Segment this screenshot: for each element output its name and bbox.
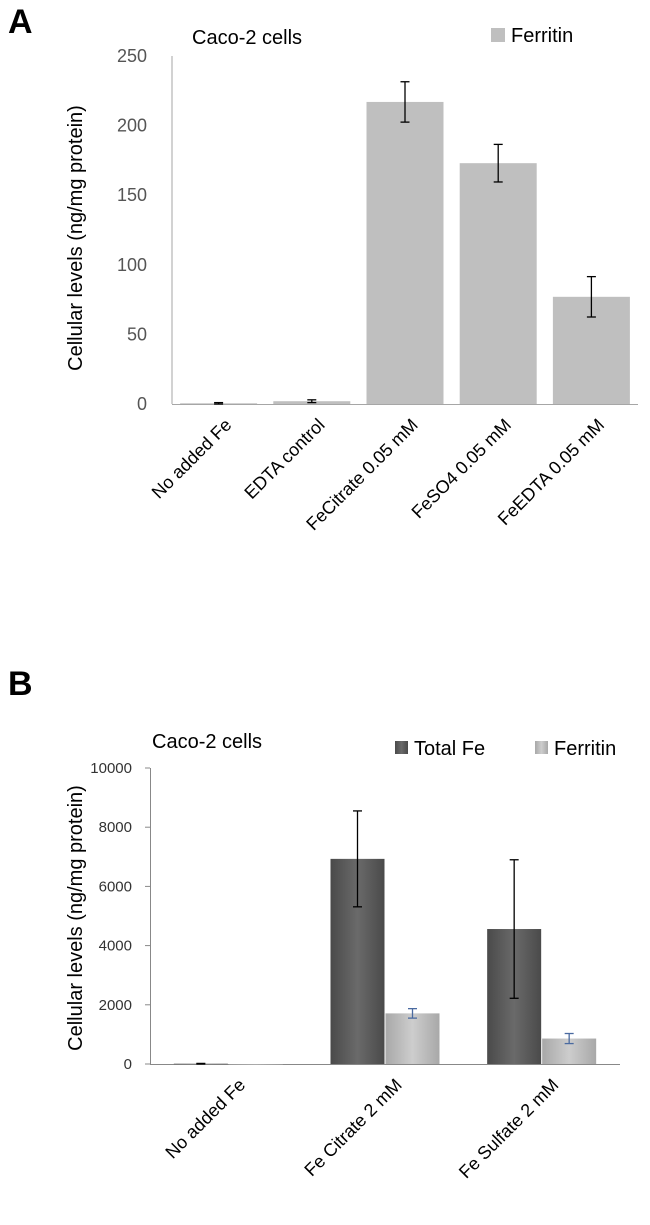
chart-a-bar-2	[366, 101, 444, 404]
chart-a-ylabel: Cellular levels (ng/mg protein)	[65, 105, 87, 371]
legend-b-totalfe-label: Total Fe	[414, 738, 485, 760]
chart-b-bar-1-0	[228, 1064, 283, 1065]
legend-b-ferritin-label: Ferritin	[554, 738, 616, 760]
chart-b-xtick-2: Fe Sulfate 2 mM	[455, 1075, 563, 1183]
chart-b-errorbar-0-1	[353, 810, 362, 908]
chart-b-xtick-0: No added Fe	[161, 1075, 249, 1163]
chart-a-ytick-250: 250	[117, 46, 147, 66]
chart-b-errorbar-0-2	[509, 859, 519, 999]
legend-b-ferritin-swatch	[535, 741, 548, 754]
chart-a-errorbar-0	[214, 401, 224, 405]
chart-b-ytick-0: 0	[124, 1056, 132, 1073]
chart-b-ylabel: Cellular levels (ng/mg protein)	[65, 785, 87, 1051]
chart-a-ytick-100: 100	[117, 255, 147, 275]
chart-a-ytick-200: 200	[117, 116, 147, 136]
chart-a-ytick-150: 150	[117, 185, 147, 205]
chart-b-ytick-8000: 8000	[99, 819, 132, 836]
chart-a: A Caco-2 cells Ferritin Cellular levels …	[8, 3, 638, 534]
legend-a-ferritin-swatch	[491, 28, 505, 42]
chart-a-ytick-0: 0	[137, 394, 147, 414]
chart-b-errorbar-1-1	[408, 1007, 417, 1019]
chart-a-errorbar-2	[400, 81, 410, 123]
chart-a-ytick-50: 50	[127, 324, 147, 344]
chart-a-bar-3	[459, 163, 537, 404]
chart-b-bar-1-1	[385, 1013, 440, 1064]
legend-b-totalfe-swatch	[395, 741, 408, 754]
chart-b-ytick-6000: 6000	[99, 878, 132, 895]
chart-b-xtick-1: Fe Citrate 2 mM	[300, 1075, 405, 1180]
chart-a-xtick-0: No added Fe	[148, 415, 236, 503]
legend-a-ferritin-label: Ferritin	[511, 25, 573, 47]
chart-a-xtick-3: FeSO4 0.05 mM	[408, 415, 516, 523]
chart-b-ytick-10000: 10000	[90, 760, 132, 777]
chart-a-errorbar-4	[586, 275, 596, 318]
chart-a-errorbar-1	[307, 399, 317, 404]
chart-b-ytick-4000: 4000	[99, 938, 132, 955]
chart-b-ytick-2000: 2000	[99, 997, 132, 1014]
chart-a-xtick-1: EDTA control	[240, 415, 328, 503]
chart-a-errorbar-3	[493, 143, 503, 183]
chart-b-errorbar-1-2	[564, 1032, 574, 1045]
chart-b-annotation: Caco-2 cells	[152, 731, 262, 753]
chart-b: B Caco-2 cells Total Fe Ferritin Cellula…	[8, 665, 620, 1182]
chart-a-annotation: Caco-2 cells	[192, 27, 302, 49]
chart-b-errorbar-0-0	[196, 1062, 206, 1065]
panel-a-letter: A	[8, 3, 33, 41]
panel-b-letter: B	[8, 665, 33, 703]
